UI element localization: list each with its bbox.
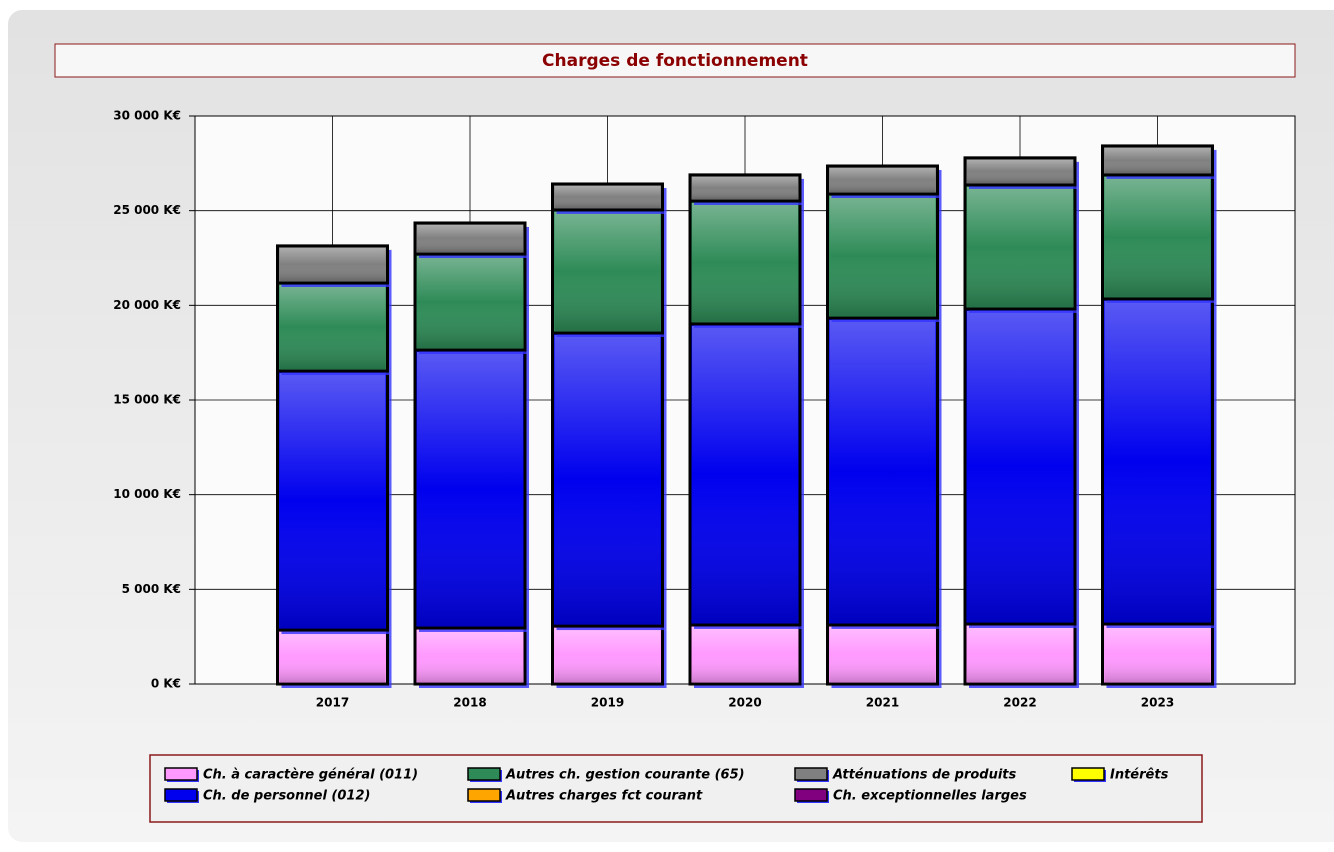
- legend-swatch: [1071, 767, 1105, 781]
- legend-swatch: [794, 788, 828, 802]
- bar-shine: [554, 628, 661, 682]
- legend-swatch: [164, 788, 198, 802]
- legend-box: [149, 754, 1203, 823]
- bar-shine: [829, 196, 936, 317]
- legend-swatch: [467, 788, 501, 802]
- title-box: [54, 43, 1296, 78]
- legend-label: Ch. de personnel (012): [203, 789, 370, 804]
- bar-shine: [967, 159, 1073, 183]
- bar-shine: [554, 211, 661, 331]
- bar-shine: [554, 185, 661, 208]
- bar-shine: [692, 325, 798, 623]
- bar-shine: [1104, 147, 1211, 173]
- bar-shine: [829, 167, 936, 193]
- bar-shine: [554, 334, 661, 625]
- y-tick-label: 20 000 K€: [113, 298, 181, 312]
- legend-label: Atténuations de produits: [832, 768, 1017, 783]
- bar-shine: [692, 626, 798, 682]
- y-tick-label: 10 000 K€: [113, 487, 181, 501]
- bar-shine: [417, 352, 523, 626]
- bar-shine: [967, 186, 1073, 307]
- bar-shine: [692, 203, 798, 322]
- y-tick-label: 5 000 K€: [122, 582, 181, 596]
- x-tick-label: 2019: [591, 696, 624, 710]
- y-tick-label: 0 K€: [151, 677, 181, 691]
- bar-shine: [1104, 300, 1211, 622]
- bar-shine: [967, 625, 1073, 682]
- bar-shine: [417, 224, 523, 253]
- y-tick-label: 25 000 K€: [113, 203, 181, 217]
- bar-shine: [279, 632, 386, 682]
- bar-shine: [417, 256, 523, 349]
- bar-shine: [967, 310, 1073, 622]
- legend-label: Ch. exceptionnelles larges: [833, 789, 1027, 804]
- bar-shine: [279, 373, 386, 629]
- y-tick-label: 15 000 K€: [113, 393, 181, 407]
- legend-swatch: [794, 767, 828, 781]
- legend-swatch: [467, 767, 501, 781]
- x-tick-label: 2023: [1141, 696, 1174, 710]
- x-tick-label: 2020: [728, 696, 761, 710]
- bar-shine: [279, 284, 386, 370]
- legend-label: Autres ch. gestion courante (65): [505, 768, 745, 783]
- x-tick-label: 2018: [453, 696, 486, 710]
- bar-shine: [1104, 625, 1211, 682]
- bar-shine: [1104, 176, 1211, 297]
- x-tick-label: 2021: [866, 696, 899, 710]
- bar-shine: [692, 176, 798, 200]
- legend-label: Ch. à caractère général (011): [203, 768, 418, 783]
- legend-label: Intérêts: [1110, 768, 1169, 783]
- bar-shine: [829, 626, 936, 682]
- chart-title: Charges de fonctionnement: [542, 51, 808, 71]
- bar-shine: [829, 320, 936, 623]
- bar-shine: [417, 629, 523, 682]
- y-tick-label: 30 000 K€: [113, 109, 181, 123]
- bar-shine: [279, 247, 386, 281]
- x-tick-label: 2022: [1003, 696, 1036, 710]
- legend-label: Autres charges fct courant: [505, 789, 703, 804]
- x-tick-label: 2017: [316, 696, 349, 710]
- legend-swatch: [164, 767, 198, 781]
